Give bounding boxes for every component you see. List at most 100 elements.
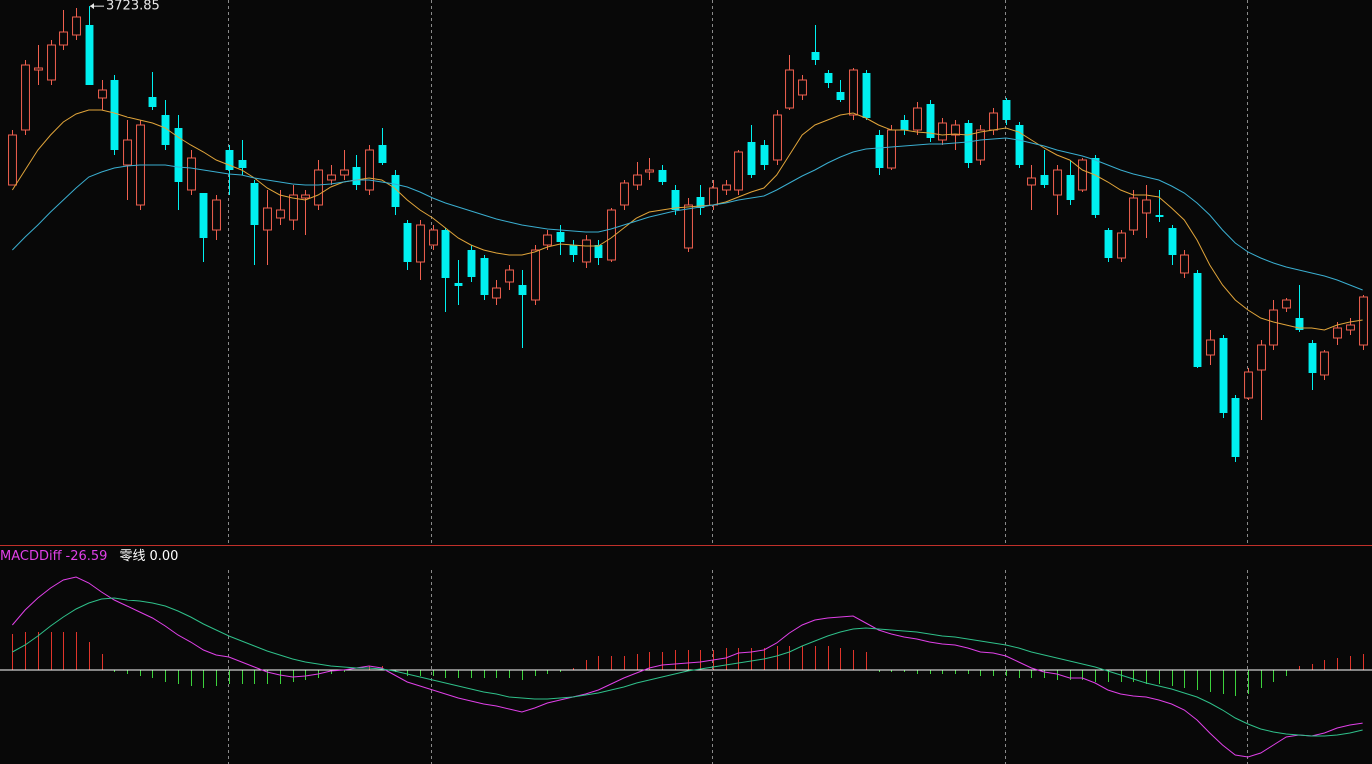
candle-body — [1129, 197, 1138, 231]
candle-body — [785, 69, 794, 109]
candle-body — [1206, 339, 1215, 356]
candle-body — [747, 142, 756, 175]
candle-body — [505, 269, 514, 283]
candle-body — [1231, 398, 1240, 457]
candle-body — [1040, 175, 1049, 185]
candle-body — [926, 104, 935, 138]
candle-body — [174, 128, 183, 182]
candle-body — [1320, 351, 1329, 376]
candle-body — [658, 170, 667, 182]
candle-body — [467, 250, 476, 277]
candle-body — [951, 124, 960, 136]
candle-body — [314, 169, 323, 206]
candle-body — [734, 151, 743, 191]
moving-average — [12, 137, 1363, 291]
macd-diff-line — [11, 576, 1363, 758]
candle-body — [1295, 318, 1304, 330]
candle-body — [1359, 296, 1368, 346]
candle-body — [1282, 299, 1291, 309]
candle-body — [543, 234, 552, 246]
candle-body — [531, 249, 540, 301]
candle-body — [1104, 230, 1113, 258]
candle-body — [187, 157, 196, 191]
candle-body — [1091, 158, 1100, 215]
candle-body — [938, 122, 947, 141]
candle-body — [1333, 327, 1342, 339]
legend-value: -26.59 — [66, 549, 108, 564]
candle-body — [862, 73, 871, 118]
candle-body — [403, 223, 412, 262]
candle-body — [148, 97, 157, 107]
moving-average — [11, 109, 1363, 331]
candle-body — [161, 115, 170, 145]
candle-body — [1308, 343, 1317, 373]
candle-body — [1269, 309, 1278, 346]
candle-body — [47, 44, 56, 81]
candle-body — [59, 31, 68, 46]
candle-body — [620, 182, 629, 206]
macd-legend: MACDDiff -26.59 零线 0.00 — [0, 549, 178, 564]
candle-body — [1193, 273, 1202, 367]
candle-body — [199, 193, 208, 238]
candle-body — [34, 67, 43, 71]
candle-body — [340, 169, 349, 176]
candle-body — [1117, 232, 1126, 259]
candle-body — [989, 112, 998, 131]
candle-body — [684, 204, 693, 249]
candle-body — [722, 184, 731, 191]
candle-body — [378, 145, 387, 163]
annotation-label: 3723.85 — [106, 0, 160, 14]
candle-body — [518, 285, 527, 295]
candle-body — [1155, 215, 1164, 217]
candle-body — [1015, 125, 1024, 165]
candle-body — [263, 207, 272, 231]
macd-dea-line — [12, 597, 1363, 737]
candle-body — [454, 283, 463, 286]
candle-body — [875, 135, 884, 168]
candle-body — [1219, 338, 1228, 413]
candle-body — [696, 197, 705, 208]
candle-body — [900, 120, 909, 130]
legend-name: MACDDiff — [0, 549, 63, 564]
candle-body — [836, 92, 845, 100]
candle-body — [276, 209, 285, 219]
candle-body — [416, 224, 425, 263]
legend-value: 0.00 — [149, 549, 178, 564]
candle-body — [1346, 324, 1355, 331]
candle-body — [1168, 228, 1177, 255]
candle-body — [582, 239, 591, 263]
candle-body — [556, 232, 565, 242]
candle-body — [976, 129, 985, 161]
candle-body — [709, 187, 718, 206]
candle-body — [913, 107, 922, 131]
candle-body — [85, 25, 94, 85]
candle-body — [492, 287, 501, 299]
candle-body — [1078, 159, 1087, 191]
candle-body — [238, 160, 247, 168]
candle-body — [123, 139, 132, 166]
candle-body — [594, 245, 603, 258]
candle-body — [1053, 169, 1062, 196]
candle-body — [327, 174, 336, 181]
candle-body — [633, 174, 642, 186]
candle-body — [1257, 344, 1266, 371]
candle-body — [365, 149, 374, 191]
candle-body — [98, 89, 107, 99]
candle-body — [1027, 177, 1036, 186]
candle-body — [760, 145, 769, 165]
candle-body — [8, 134, 17, 186]
candle-body — [1142, 199, 1151, 214]
candle-body — [773, 114, 782, 161]
candle-body — [964, 123, 973, 163]
candle-body — [1002, 100, 1011, 120]
candle-body — [250, 183, 259, 225]
candle-body — [352, 167, 361, 185]
candle-body — [225, 150, 234, 170]
candle-body — [21, 64, 30, 131]
candle-body — [798, 79, 807, 96]
candle-body — [301, 194, 310, 199]
candle-body — [849, 69, 858, 116]
candle-body — [391, 175, 400, 207]
